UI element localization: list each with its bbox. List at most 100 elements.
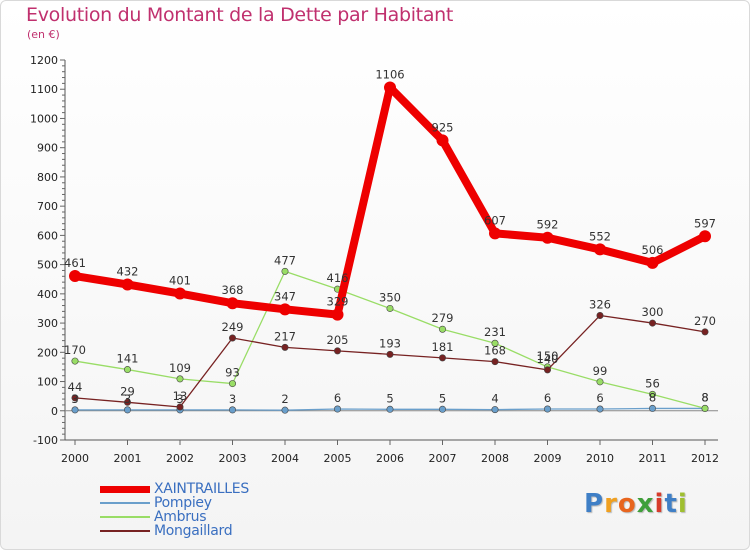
data-point-pompiey <box>124 406 132 414</box>
x-tick-label: 2009 <box>534 452 562 465</box>
x-tick-label: 2000 <box>61 452 89 465</box>
data-point-xaintrailles <box>699 230 711 243</box>
data-point-ambrus <box>648 390 656 398</box>
data-label-xaintrailles: 925 <box>432 120 454 134</box>
logo-letter: i <box>654 489 665 519</box>
x-tick-label: 2011 <box>639 452 667 465</box>
data-label-xaintrailles: 592 <box>537 218 559 232</box>
logo-letter: o <box>617 489 637 519</box>
data-point-ambrus <box>176 375 184 383</box>
data-point-mongaillard <box>386 350 394 358</box>
logo-letter: t <box>664 489 678 519</box>
legend-label: Mongaillard <box>154 523 233 539</box>
y-tick-label: 1100 <box>30 83 58 96</box>
legend-item-ambrus: Ambrus <box>100 510 249 524</box>
data-label-pompiey: 6 <box>544 391 551 405</box>
data-point-pompiey <box>543 405 551 413</box>
data-label-mongaillard: 140 <box>537 352 559 366</box>
data-label-xaintrailles: 552 <box>589 229 611 243</box>
data-point-mongaillard <box>648 319 656 327</box>
data-point-ambrus <box>124 366 132 374</box>
legend: XAINTRAILLES Pompiey Ambrus Mongaillard <box>100 482 249 538</box>
y-tick-label: 500 <box>37 259 58 272</box>
data-label-ambrus: 416 <box>327 271 349 285</box>
x-tick-label: 2005 <box>324 452 352 465</box>
data-point-xaintrailles <box>279 303 291 316</box>
data-point-xaintrailles <box>331 308 344 321</box>
data-point-xaintrailles <box>541 231 554 244</box>
data-point-xaintrailles <box>226 297 239 310</box>
legend-label: Ambrus <box>154 509 207 525</box>
data-point-mongaillard <box>71 394 79 402</box>
y-tick-label: 700 <box>37 200 58 213</box>
data-point-mongaillard <box>176 403 184 411</box>
data-point-pompiey <box>71 406 79 414</box>
data-label-ambrus: 141 <box>117 352 139 366</box>
data-point-xaintrailles <box>436 134 449 147</box>
data-label-pompiey: 5 <box>439 391 446 405</box>
legend-item-pompiey: Pompiey <box>100 496 249 510</box>
data-label-mongaillard: 270 <box>694 314 716 328</box>
data-label-mongaillard: 193 <box>379 336 401 350</box>
legend-swatch <box>100 485 150 493</box>
data-point-mongaillard <box>491 358 499 366</box>
data-label-pompiey: 2 <box>281 392 288 406</box>
data-label-mongaillard: 217 <box>274 329 296 343</box>
data-point-pompiey <box>491 406 499 414</box>
y-tick-label: 1000 <box>30 112 58 125</box>
data-label-pompiey: 8 <box>701 390 708 404</box>
data-label-xaintrailles: 506 <box>642 243 664 257</box>
data-label-mongaillard: 168 <box>484 344 506 358</box>
data-point-ambrus <box>438 325 446 333</box>
data-label-ambrus: 150 <box>537 349 559 363</box>
data-label-ambrus: 231 <box>484 325 506 339</box>
x-tick-label: 2006 <box>376 452 404 465</box>
data-point-pompiey <box>333 405 341 413</box>
data-point-xaintrailles <box>646 256 659 269</box>
data-label-ambrus: 109 <box>169 361 191 375</box>
data-label-mongaillard: 29 <box>120 384 135 398</box>
data-label-ambrus: 56 <box>645 376 660 390</box>
logo-letter: r <box>604 489 618 519</box>
data-label-pompiey: 3 <box>124 392 131 406</box>
data-label-xaintrailles: 347 <box>274 289 296 303</box>
data-label-mongaillard: 249 <box>222 320 244 334</box>
data-label-pompiey: 8 <box>649 390 656 404</box>
legend-label: Pompiey <box>154 495 212 511</box>
data-label-xaintrailles: 461 <box>64 256 86 270</box>
legend-label: XAINTRAILLES <box>154 481 249 497</box>
data-point-ambrus <box>491 339 499 347</box>
data-point-mongaillard <box>438 354 446 362</box>
data-label-ambrus: 93 <box>225 366 240 380</box>
legend-item-mongaillard: Mongaillard <box>100 524 249 538</box>
data-point-ambrus <box>701 404 709 412</box>
x-tick-label: 2010 <box>586 452 614 465</box>
data-label-xaintrailles: 607 <box>484 213 506 227</box>
data-point-mongaillard <box>124 398 132 406</box>
data-point-mongaillard <box>333 347 341 355</box>
y-tick-label: 400 <box>37 288 58 301</box>
data-label-pompiey: 5 <box>386 391 393 405</box>
x-tick-label: 2001 <box>114 452 142 465</box>
x-tick-label: 2008 <box>481 452 509 465</box>
y-tick-label: 200 <box>37 346 58 359</box>
data-point-pompiey <box>438 405 446 413</box>
data-label-xaintrailles: 432 <box>117 264 139 278</box>
data-label-pompiey: 6 <box>334 391 341 405</box>
legend-swatch <box>100 516 150 518</box>
data-label-mongaillard: 205 <box>327 333 349 347</box>
data-label-pompiey: 6 <box>596 391 603 405</box>
data-point-pompiey <box>596 405 604 413</box>
series-lines <box>69 81 711 414</box>
data-point-mongaillard <box>596 311 604 319</box>
data-point-xaintrailles <box>174 287 186 300</box>
data-point-ambrus <box>386 304 394 312</box>
data-point-xaintrailles <box>121 278 134 291</box>
data-point-pompiey <box>281 406 289 414</box>
data-label-mongaillard: 44 <box>68 380 83 394</box>
data-point-xaintrailles <box>594 243 606 256</box>
data-point-xaintrailles <box>489 227 501 240</box>
x-tick-label: 2002 <box>166 452 194 465</box>
